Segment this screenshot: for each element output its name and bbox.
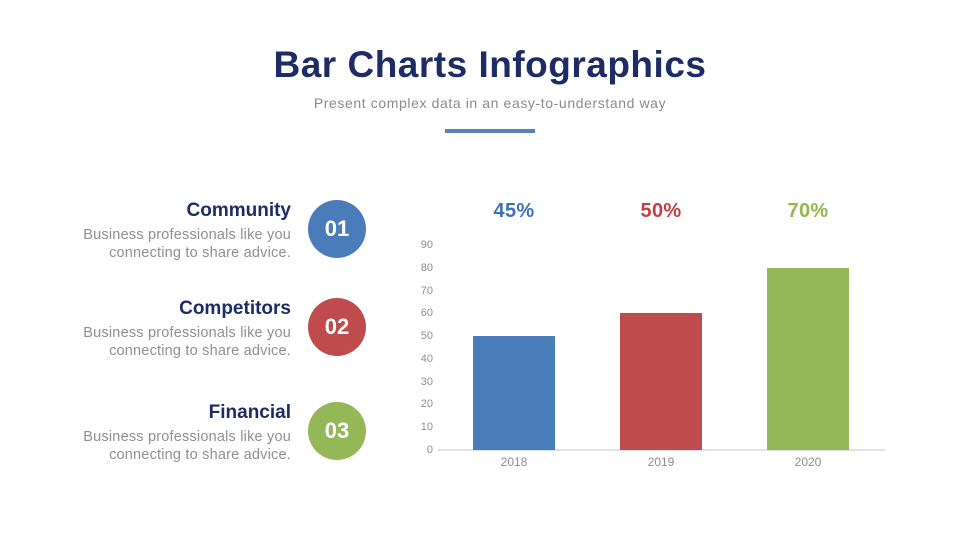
list-item: Competitors Business professionals like y… [58,298,366,361]
item-text-block: Financial Business professionals like you… [58,402,291,465]
y-axis-tick-label: 90 [420,239,433,251]
item-number-badge: 03 [308,402,366,460]
y-axis-tick-label: 70 [420,284,433,297]
header: Bar Charts Infographics Present complex … [0,0,980,111]
y-axis-tick-label: 0 [426,444,433,456]
y-axis-tick-label: 20 [420,398,433,411]
page-subtitle: Present complex data in an easy-to-under… [313,95,667,111]
title-divider [445,129,535,133]
item-title: Competitors [179,298,291,319]
y-axis-tick-label: 80 [420,261,433,274]
bar-2020 [767,268,849,450]
bar-value-label: 70% [787,200,829,222]
bar-2019 [620,313,702,450]
bar-value-label: 50% [640,200,682,222]
item-number-badge: 02 [308,298,366,356]
item-title: Community [186,200,292,221]
bar-chart: 0 10 20 30 40 50 60 70 80 90 2018 45% 2019 50% 2020 70% [405,195,905,495]
item-number-badge: 01 [308,200,366,258]
x-axis-category-label: 2019 [647,455,675,469]
list-item: Community Business professionals like you… [58,200,366,263]
item-title: Financial [208,402,291,423]
x-axis-line [438,449,885,451]
y-axis-tick-label: 50 [420,330,433,343]
item-text-block: Community Business professionals like you… [58,200,291,263]
list-item: Financial Business professionals like you… [58,402,366,465]
page-title: Bar Charts Infographics [273,44,707,85]
bar-value-label: 45% [493,200,535,222]
bar-2018 [473,336,555,450]
y-axis-tick-label: 10 [420,421,433,434]
item-description: Business professionals like you connecti… [83,428,291,464]
item-text-block: Competitors Business professionals like y… [58,298,291,361]
x-axis-category-label: 2018 [500,455,528,469]
item-description: Business professionals like you connecti… [83,324,291,360]
item-description: Business professionals like you connecti… [83,226,291,262]
x-axis-category-label: 2020 [794,455,822,469]
y-axis-tick-label: 40 [420,352,433,365]
y-axis-tick-label: 30 [420,375,433,388]
y-axis-tick-label: 60 [420,307,433,320]
